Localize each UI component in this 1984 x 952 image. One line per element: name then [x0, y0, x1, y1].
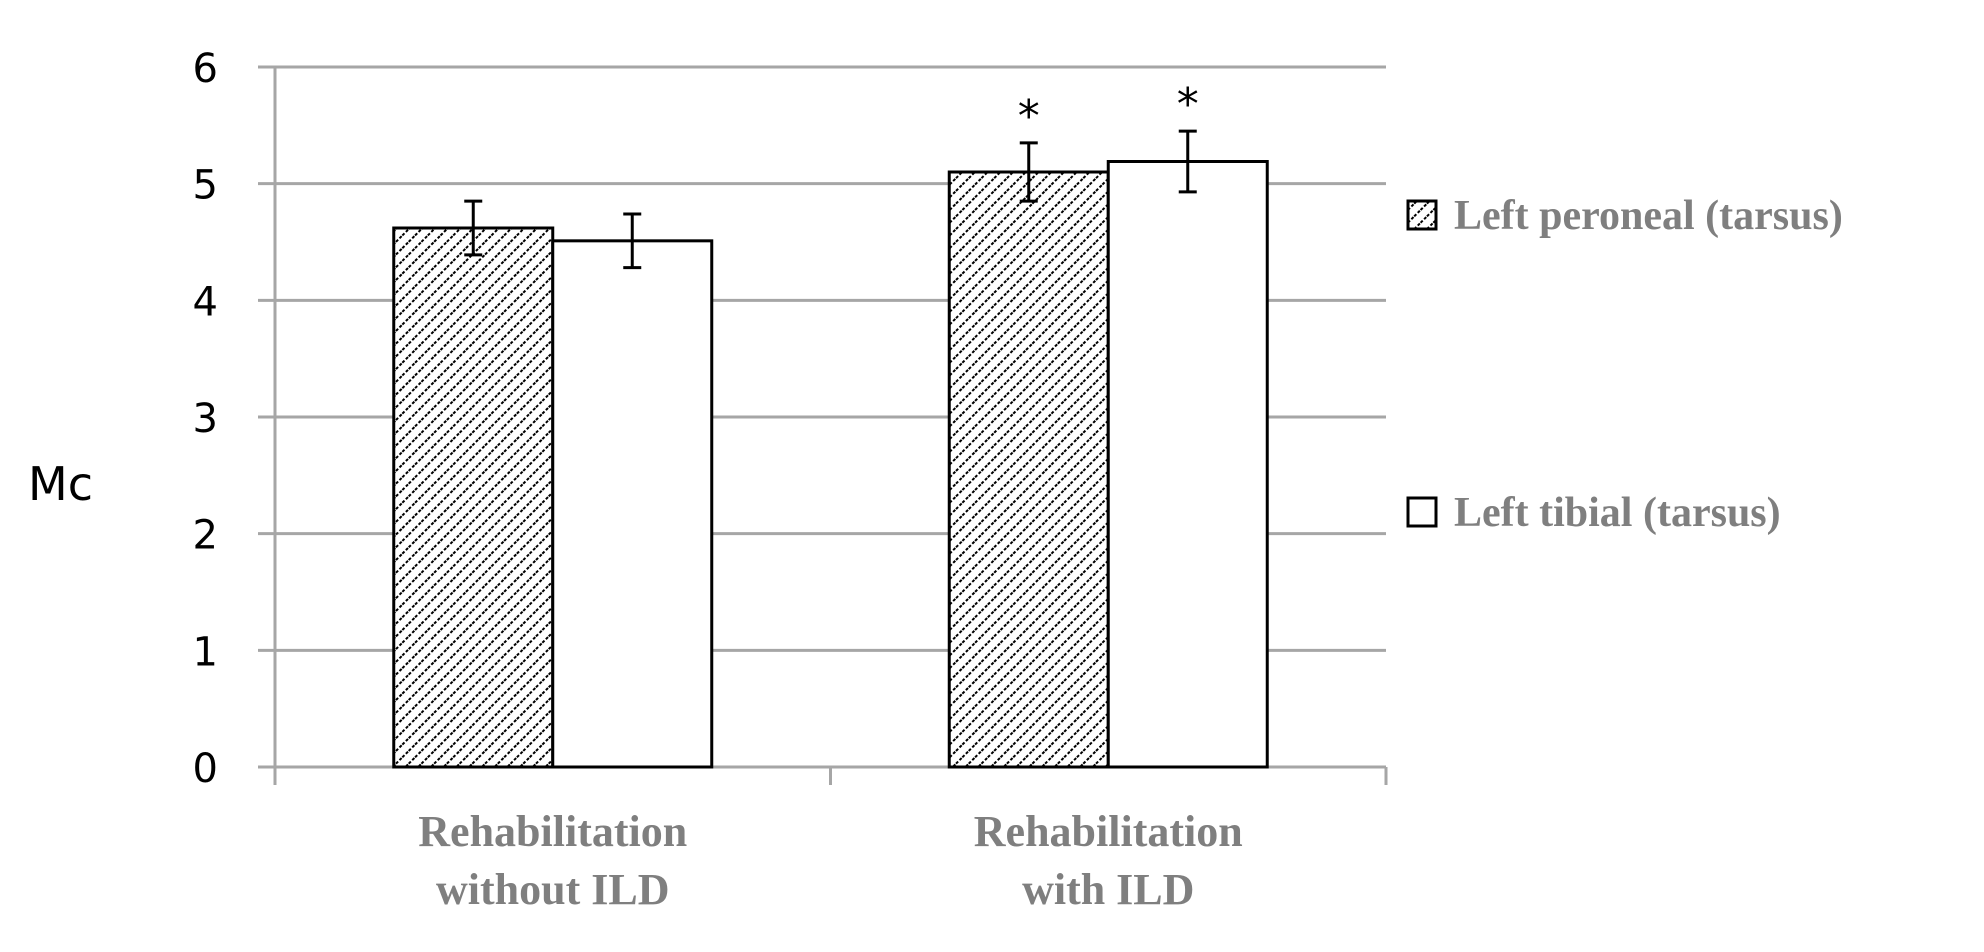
bar — [392, 226, 555, 769]
bar — [551, 239, 714, 769]
bar — [1106, 160, 1269, 769]
y-tick-label: 3 — [193, 396, 218, 442]
x-category-label: without ILD — [436, 865, 670, 914]
y-tick-label: 1 — [193, 629, 218, 675]
legend-swatch — [1406, 199, 1438, 231]
y-tick-label: 6 — [193, 46, 218, 92]
y-tick-label: 2 — [193, 513, 218, 559]
legend-swatch — [1406, 496, 1438, 528]
bar — [947, 170, 1110, 769]
significance-marker: * — [1177, 79, 1199, 130]
x-category-label: Rehabilitation — [418, 807, 687, 856]
y-tick-label: 4 — [193, 279, 218, 325]
y-tick-label: 0 — [193, 746, 218, 792]
legend-label: Left peroneal (tarsus) — [1454, 193, 1843, 239]
significance-marker: * — [1018, 91, 1040, 142]
x-category-label: Rehabilitation — [974, 807, 1243, 856]
x-category-label: with ILD — [1022, 865, 1194, 914]
y-axis-label: Mc — [28, 457, 93, 511]
legend-label: Left tibial (tarsus) — [1454, 490, 1781, 536]
y-tick-label: 5 — [193, 163, 218, 209]
